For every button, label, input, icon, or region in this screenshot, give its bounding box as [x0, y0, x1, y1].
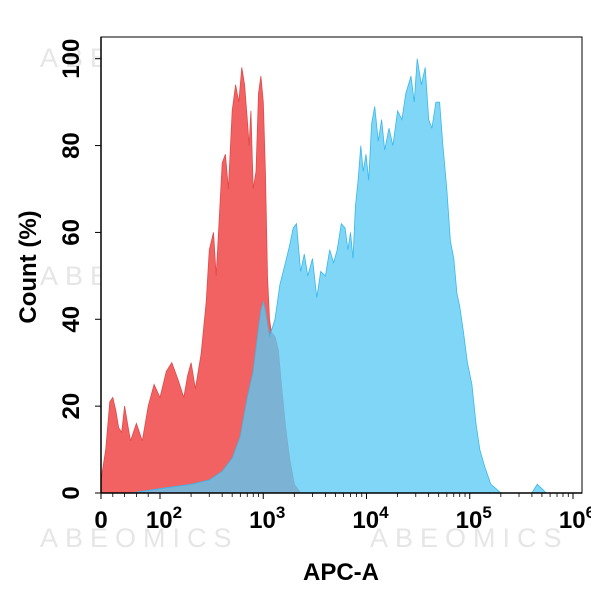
watermark-text: ABEOMICS	[370, 523, 569, 553]
watermark-text: ABEOMICS	[40, 523, 239, 553]
x-tick-label: 103	[249, 503, 285, 534]
x-tick-label: 106	[559, 503, 591, 534]
y-tick-label: 40	[58, 306, 85, 333]
y-tick-label: 60	[58, 219, 85, 246]
series-area-2	[101, 58, 548, 494]
y-axis-title: Count (%)	[15, 210, 42, 323]
y-tick-label: 20	[58, 393, 85, 420]
series-layer	[100, 58, 548, 494]
y-tick-label: 100	[58, 39, 85, 79]
y-tick-label: 80	[58, 132, 85, 159]
x-tick-label: 0	[94, 507, 107, 534]
x-axis-title: APC-A	[303, 559, 379, 586]
y-tick-label: 0	[58, 486, 85, 499]
